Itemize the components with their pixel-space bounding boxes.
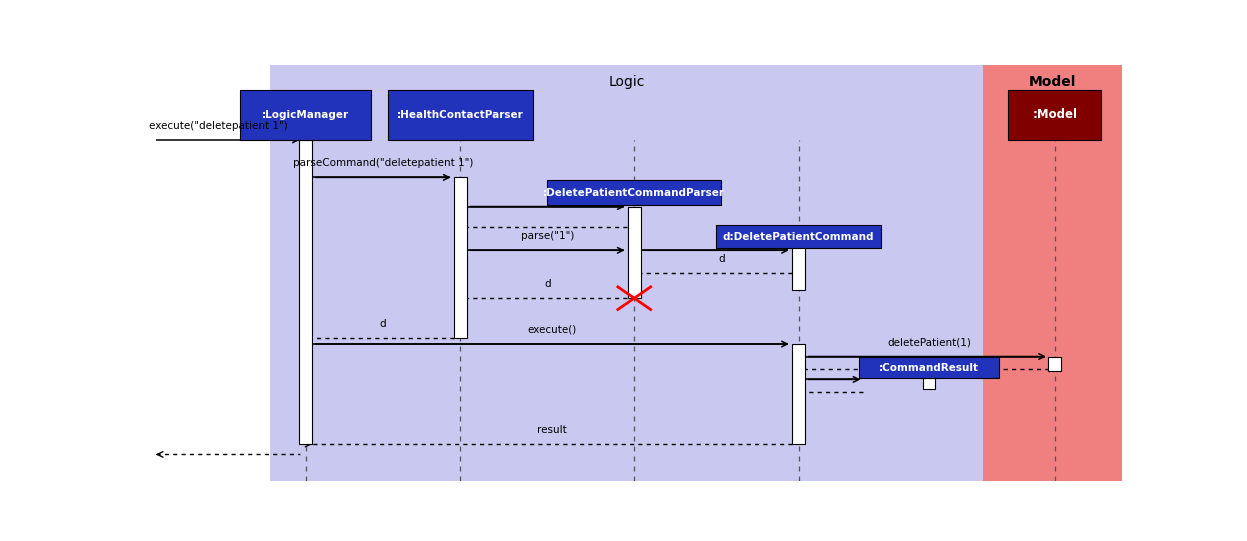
Text: :Model: :Model <box>1033 108 1077 121</box>
Bar <box>716 225 880 248</box>
Bar <box>454 177 466 338</box>
Text: :HealthContactParser: :HealthContactParser <box>397 110 524 120</box>
Text: execute("deletepatient 1"): execute("deletepatient 1") <box>150 121 288 131</box>
Bar <box>299 140 312 444</box>
Bar <box>628 207 641 298</box>
Text: Logic: Logic <box>609 75 645 89</box>
Bar <box>859 358 999 378</box>
Text: Model: Model <box>1029 75 1076 89</box>
Bar <box>269 65 983 481</box>
Bar <box>1049 357 1061 371</box>
Text: d:DeletePatientCommand: d:DeletePatientCommand <box>723 232 874 241</box>
Bar <box>792 344 804 444</box>
Text: :DeletePatientCommandParser: :DeletePatientCommandParser <box>544 188 726 198</box>
Bar <box>983 65 1122 481</box>
Bar <box>547 180 721 205</box>
Text: d: d <box>379 319 387 328</box>
Bar <box>923 378 935 388</box>
Bar <box>1009 90 1101 140</box>
Text: execute(): execute() <box>527 325 576 335</box>
Text: d: d <box>718 254 725 264</box>
Text: result: result <box>537 425 567 435</box>
Bar <box>792 244 804 290</box>
Text: d: d <box>544 279 551 289</box>
Text: deletePatient(1): deletePatient(1) <box>887 338 971 347</box>
Text: :CommandResult: :CommandResult <box>879 363 979 373</box>
Text: parse("1"): parse("1") <box>520 231 574 241</box>
Bar <box>388 90 532 140</box>
Text: parseCommand("deletepatient 1"): parseCommand("deletepatient 1") <box>293 158 473 168</box>
Text: :LogicManager: :LogicManager <box>262 110 349 120</box>
Bar <box>239 90 372 140</box>
